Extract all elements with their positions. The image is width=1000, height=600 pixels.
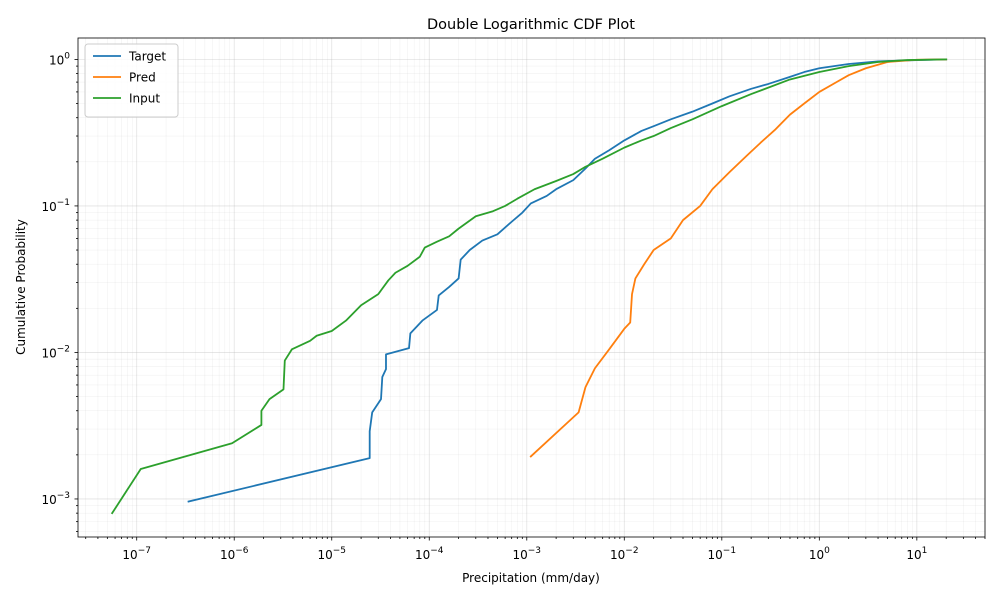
legend-label-target: Target [128, 50, 166, 64]
y-axis-label: Cumulative Probability [14, 219, 28, 355]
x-tick-label: 101 [906, 546, 927, 562]
y-axis-ticks: 10−3 10−2 10−1 100 [41, 51, 78, 532]
y-tick-label: 100 [49, 51, 70, 67]
series-line-pred [529, 58, 948, 458]
chart-title: Double Logarithmic CDF Plot [427, 17, 635, 33]
y-tick-label: 10−3 [41, 491, 70, 507]
series-lines [110, 58, 948, 515]
x-tick-label: 10−4 [415, 546, 444, 562]
x-tick-label: 100 [809, 546, 830, 562]
x-tick-label: 10−5 [317, 546, 346, 562]
y-tick-label: 10−2 [41, 344, 70, 360]
x-tick-label: 10−7 [122, 546, 151, 562]
legend: Target Pred Input [84, 43, 179, 118]
y-tick-label: 10−1 [41, 198, 70, 214]
x-tick-label: 10−1 [708, 546, 737, 562]
x-axis-ticks: 10−7 10−6 10−5 10−4 10−3 10−2 10−1 100 101 [85, 537, 986, 562]
plot-frame [77, 37, 986, 538]
series-line-input [110, 58, 948, 515]
x-tick-label: 10−3 [512, 546, 541, 562]
x-tick-label: 10−2 [610, 546, 639, 562]
x-axis-label: Precipitation (mm/day) [462, 571, 600, 585]
legend-label-input: Input [129, 92, 160, 106]
series-line-target [187, 58, 948, 503]
x-tick-label: 10−6 [220, 546, 249, 562]
grid [78, 38, 986, 537]
legend-label-pred: Pred [129, 71, 156, 85]
